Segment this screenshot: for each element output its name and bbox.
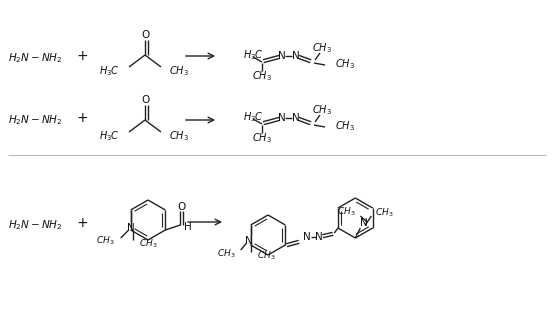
Text: N: N	[315, 232, 323, 242]
Text: $H_3C$: $H_3C$	[99, 64, 120, 78]
Text: O: O	[177, 202, 186, 212]
Text: H: H	[184, 222, 192, 232]
Text: $CH_3$: $CH_3$	[252, 69, 272, 83]
Text: $CH_3$: $CH_3$	[169, 129, 189, 143]
Text: $CH_3$: $CH_3$	[96, 235, 115, 247]
Text: +: +	[76, 111, 88, 125]
Text: $CH_3$: $CH_3$	[312, 103, 332, 117]
Text: $CH_3$: $CH_3$	[169, 64, 189, 78]
Text: $H_3C$: $H_3C$	[99, 129, 120, 143]
Text: N: N	[245, 236, 253, 246]
Text: N: N	[127, 223, 135, 233]
Text: $H_3C$: $H_3C$	[243, 48, 264, 62]
Text: $H_2N-NH_2$: $H_2N-NH_2$	[8, 51, 62, 65]
Text: N: N	[304, 232, 311, 242]
Text: $CH_3$: $CH_3$	[252, 131, 272, 145]
Text: $CH_3$: $CH_3$	[312, 41, 332, 55]
Text: $CH_3$: $CH_3$	[257, 250, 275, 262]
Text: $CH_3$: $CH_3$	[375, 207, 394, 219]
Text: N: N	[292, 113, 300, 123]
Text: $CH_3$: $CH_3$	[335, 119, 355, 133]
Text: N: N	[361, 218, 368, 228]
Text: $H_2N-NH_2$: $H_2N-NH_2$	[8, 218, 62, 232]
Text: N: N	[278, 113, 286, 123]
Text: $H_2N-NH_2$: $H_2N-NH_2$	[8, 113, 62, 127]
Text: $CH_3$: $CH_3$	[138, 238, 157, 250]
Text: $H_3C$: $H_3C$	[243, 110, 264, 124]
Text: $CH_3$: $CH_3$	[217, 248, 235, 260]
Text: $CH_3$: $CH_3$	[335, 57, 355, 71]
Text: +: +	[76, 49, 88, 63]
Text: O: O	[142, 95, 150, 105]
Text: N: N	[292, 51, 300, 61]
Text: $CH_3$: $CH_3$	[337, 206, 355, 218]
Text: O: O	[142, 30, 150, 40]
Text: N: N	[278, 51, 286, 61]
Text: +: +	[76, 216, 88, 230]
